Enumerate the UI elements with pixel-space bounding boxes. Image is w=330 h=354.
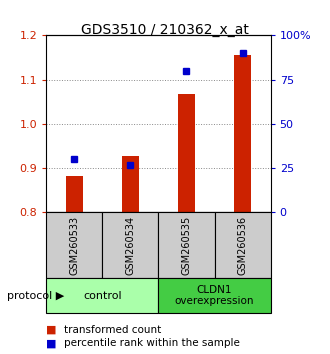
Bar [46, 212, 102, 278]
Text: ■: ■ [46, 338, 57, 348]
Bar [102, 212, 158, 278]
Text: control: control [83, 291, 122, 301]
Bar [158, 212, 215, 278]
Bar [214, 212, 271, 278]
Text: transformed count: transformed count [64, 325, 162, 335]
Bar [66, 176, 82, 212]
Text: GSM260534: GSM260534 [125, 216, 135, 275]
Text: GDS3510 / 210362_x_at: GDS3510 / 210362_x_at [81, 23, 249, 37]
Text: percentile rank within the sample: percentile rank within the sample [64, 338, 240, 348]
Bar [46, 278, 158, 313]
Text: ■: ■ [46, 325, 57, 335]
Bar [122, 156, 139, 212]
Bar [234, 55, 251, 212]
Bar [178, 94, 195, 212]
Text: GSM260536: GSM260536 [238, 216, 248, 275]
Text: GSM260535: GSM260535 [182, 216, 191, 275]
Text: protocol ▶: protocol ▶ [7, 291, 64, 301]
Bar [158, 278, 271, 313]
Text: CLDN1
overexpression: CLDN1 overexpression [175, 285, 254, 307]
Text: GSM260533: GSM260533 [69, 216, 79, 275]
